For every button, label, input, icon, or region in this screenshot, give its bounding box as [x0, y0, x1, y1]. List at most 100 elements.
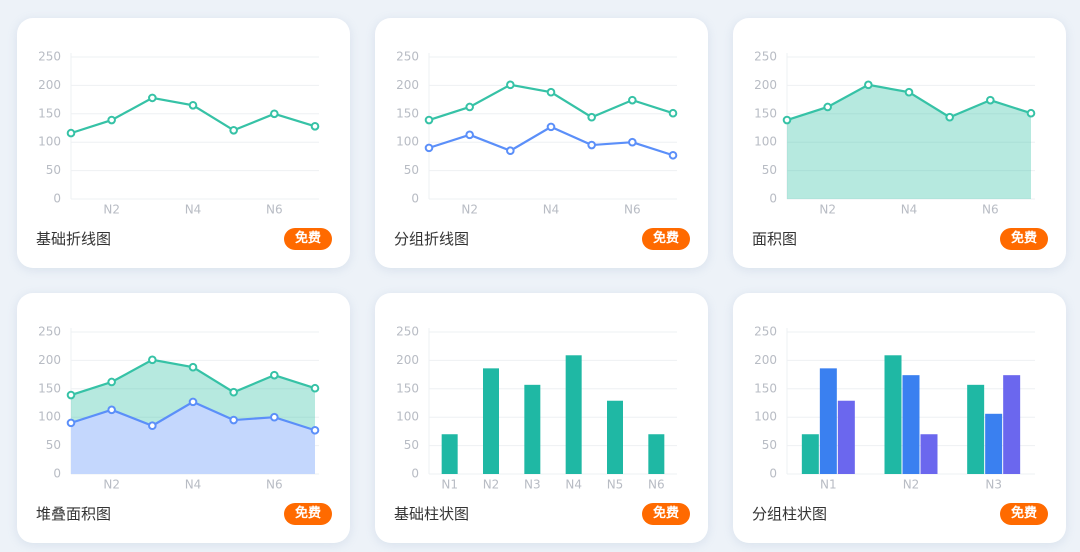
point — [66, 390, 76, 400]
chart: 0 50 100 150 200 250 N2 N4 N6 — [754, 50, 1036, 217]
bar — [801, 434, 819, 474]
y-tick-label: 250 — [754, 325, 777, 339]
point — [465, 130, 474, 140]
point — [66, 418, 76, 428]
bar — [884, 355, 902, 474]
x-tick-label: N6 — [648, 478, 665, 492]
chart-card[interactable]: 0 50 100 150 200 250 N1 N2 N3 分组柱状图 免费 — [733, 293, 1066, 543]
chart-card[interactable]: 0 50 100 150 200 250 N2 N4 N6 基础折线图 免费 — [17, 18, 350, 268]
x-tick-label: N2 — [103, 203, 120, 217]
bar — [607, 400, 623, 474]
price-badge[interactable]: 免费 — [284, 228, 332, 250]
chart: 0 50 100 150 200 250 N2 N4 N6 — [38, 325, 320, 492]
bar — [441, 434, 458, 474]
y-tick-label: 100 — [396, 410, 419, 424]
point — [424, 143, 434, 153]
point — [506, 146, 515, 156]
area — [71, 401, 315, 474]
x-tick-label: N3 — [985, 478, 1002, 492]
point — [310, 425, 320, 435]
price-badge[interactable]: 免费 — [284, 503, 332, 525]
x-tick-label: N2 — [903, 478, 920, 492]
y-tick-label: 150 — [38, 106, 61, 120]
point — [107, 115, 116, 125]
point — [782, 115, 792, 125]
y-tick-label: 200 — [754, 353, 777, 367]
price-badge[interactable]: 免费 — [1000, 228, 1048, 250]
chart-card[interactable]: 0 50 100 150 200 250 N2 N4 N6 面积图 免费 — [733, 18, 1066, 268]
x-tick-label: N4 — [543, 203, 560, 217]
y-tick-label: 150 — [754, 106, 777, 120]
chart-card[interactable]: 0 50 100 150 200 250 N1 N2 N3 N4 N5 N6 基础柱状图 免费 — [375, 293, 708, 543]
y-tick-label: 150 — [754, 381, 777, 395]
chart-card[interactable]: 0 50 100 150 200 250 N2 N4 N6 堆叠面积图 免费 — [17, 293, 350, 543]
x-tick-label: N6 — [266, 478, 283, 492]
point — [148, 421, 157, 431]
point — [823, 102, 832, 112]
point — [188, 362, 198, 372]
y-tick-label: 50 — [762, 163, 777, 177]
x-tick-label: N6 — [982, 203, 999, 217]
point — [188, 397, 198, 407]
point — [628, 137, 637, 147]
chart: 0 50 100 150 200 250 N2 N4 N6 — [38, 50, 320, 217]
x-tick-label: N4 — [565, 478, 582, 492]
point — [107, 377, 116, 387]
x-tick-label: N3 — [524, 478, 541, 492]
y-tick-label: 100 — [754, 410, 777, 424]
bar — [985, 413, 1003, 474]
y-tick-label: 250 — [38, 325, 61, 339]
bar — [920, 434, 938, 474]
chart-card[interactable]: 0 50 100 150 200 250 N2 N4 N6 分组折线图 免费 — [375, 18, 708, 268]
point — [229, 125, 238, 135]
point — [587, 140, 596, 150]
y-tick-label: 200 — [38, 353, 61, 367]
point — [148, 93, 157, 103]
y-tick-label: 250 — [396, 50, 419, 64]
point — [229, 415, 238, 425]
card-title: 基础柱状图 — [394, 505, 470, 523]
x-tick-label: N1 — [441, 478, 458, 492]
bar — [967, 384, 985, 474]
price-badge[interactable]: 免费 — [642, 228, 690, 250]
point — [864, 80, 873, 90]
y-tick-label: 200 — [754, 78, 777, 92]
x-tick-label: N5 — [607, 478, 624, 492]
point — [107, 405, 116, 415]
x-tick-label: N4 — [185, 203, 202, 217]
point — [506, 80, 515, 90]
y-tick-label: 0 — [411, 192, 419, 206]
x-tick-label: N6 — [266, 203, 283, 217]
point — [424, 115, 434, 125]
point — [546, 122, 556, 132]
area-underlay — [71, 401, 315, 474]
y-tick-label: 0 — [769, 467, 777, 481]
card-title: 分组折线图 — [394, 230, 470, 248]
point — [310, 383, 320, 393]
y-tick-label: 50 — [46, 163, 61, 177]
point — [148, 355, 157, 365]
point — [270, 370, 279, 380]
x-tick-label: N1 — [820, 478, 837, 492]
point — [904, 87, 914, 97]
price-badge[interactable]: 免费 — [1000, 503, 1048, 525]
y-tick-label: 50 — [762, 438, 777, 452]
bar — [565, 355, 582, 474]
x-tick-label: N4 — [185, 478, 202, 492]
y-tick-label: 0 — [53, 467, 61, 481]
bar — [837, 400, 855, 474]
bar — [902, 375, 920, 474]
chart: 0 50 100 150 200 250 N2 N4 N6 — [396, 50, 678, 217]
x-tick-label: N4 — [901, 203, 918, 217]
y-tick-label: 200 — [396, 353, 419, 367]
point — [66, 128, 76, 138]
y-tick-label: 100 — [396, 135, 419, 149]
price-badge[interactable]: 免费 — [642, 503, 690, 525]
point — [270, 412, 279, 422]
point — [628, 95, 637, 105]
point — [310, 121, 320, 131]
card-title: 面积图 — [752, 230, 798, 248]
point — [986, 95, 995, 105]
point — [668, 150, 678, 160]
